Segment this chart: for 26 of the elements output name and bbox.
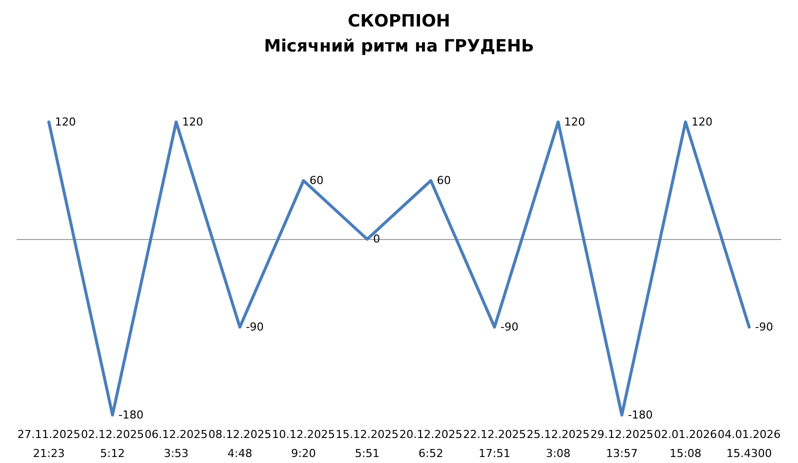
x-tick-label: 22.12.2025 17:51	[463, 428, 526, 460]
x-tick-label: 27.11.2025 21:23	[17, 428, 80, 460]
x-tick-label: 06.12.2025 3:53	[144, 428, 208, 460]
data-label: -90	[500, 320, 518, 334]
x-tick-label: 04.01.2026 15.4300	[718, 428, 781, 460]
data-label: -90	[755, 320, 774, 334]
data-label: 120	[692, 116, 712, 128]
x-tick-label: 10.12.2025 9:20	[272, 428, 335, 460]
x-tick-label: 02.12.2025 5:12	[81, 428, 144, 460]
x-tick-label: 20.12.2025 6:52	[399, 428, 462, 460]
data-label: -90	[246, 320, 264, 334]
data-label: -180	[628, 408, 653, 422]
x-tick-label: 15.12.2025 5:51	[336, 428, 399, 460]
x-tick-label: 29.12.2025 13:57	[590, 428, 654, 460]
data-label: 0	[373, 232, 380, 246]
x-tick-label: 08.12.2025 4:48	[208, 428, 272, 460]
data-label: 60	[310, 174, 324, 188]
x-tick-label: 25.12.2025 3:08	[526, 428, 590, 460]
chart-subtitle: Місячний ритм на ГРУДЕНЬ	[264, 36, 534, 56]
data-label: 120	[182, 116, 204, 128]
x-tick-label: 02.01.2026 15:08	[654, 428, 717, 460]
data-label: 120	[564, 116, 586, 128]
data-label: 60	[436, 174, 451, 188]
data-label: 120	[54, 116, 76, 128]
chart-title: СКОРПІОН	[348, 12, 450, 32]
data-label: -180	[118, 408, 144, 422]
